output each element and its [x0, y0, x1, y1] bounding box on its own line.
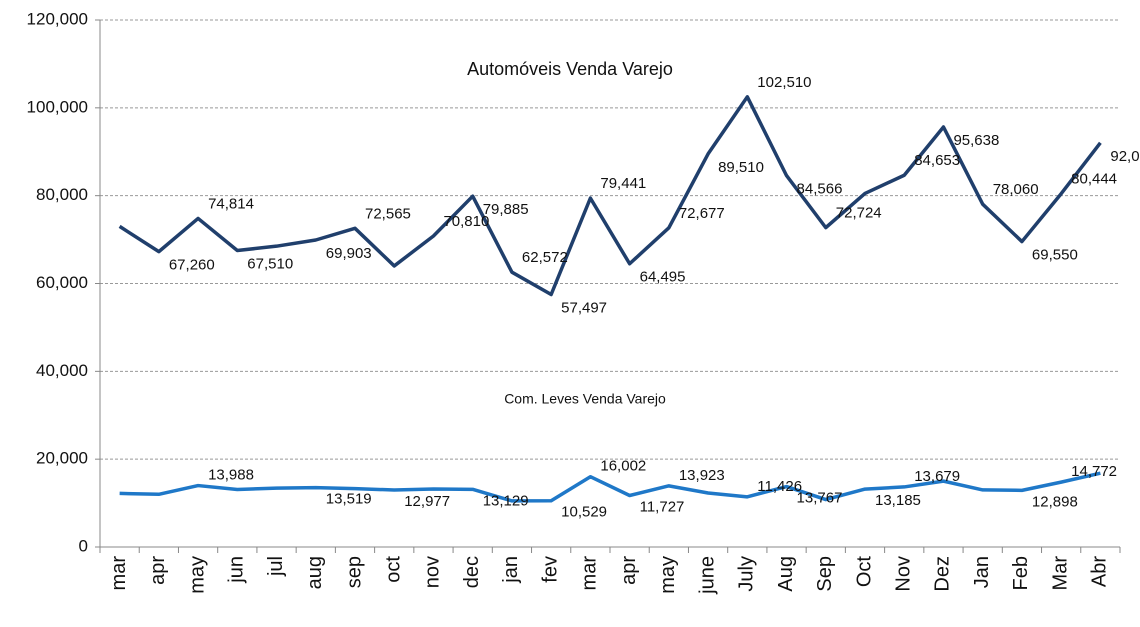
data-label: 67,260 — [169, 257, 215, 274]
data-label: 10,529 — [561, 504, 607, 521]
y-tick-label: 60,000 — [36, 273, 88, 292]
x-tick-label: oct — [383, 556, 405, 583]
x-tick-label: sep — [343, 556, 365, 588]
data-label: 70,810 — [443, 213, 489, 230]
data-label: 80,444 — [1071, 171, 1117, 188]
data-label: 13,767 — [797, 490, 843, 507]
x-tick-label: Nov — [893, 556, 915, 592]
y-tick-label: 80,000 — [36, 185, 88, 204]
y-tick-label: 100,000 — [27, 97, 88, 116]
x-tick-label: may — [186, 556, 208, 594]
data-label: 12,977 — [404, 493, 450, 510]
data-label: 102,510 — [757, 74, 811, 91]
y-tick-label: 40,000 — [36, 361, 88, 380]
x-tick-label: mar — [579, 556, 601, 591]
x-tick-label: Mar — [1049, 556, 1071, 591]
x-tick-label: Dez — [932, 556, 954, 592]
x-tick-label: Oct — [853, 556, 875, 588]
data-label: 92,028 — [1110, 148, 1140, 165]
data-label: 11,426 — [757, 478, 802, 495]
data-label: 12,898 — [1032, 493, 1078, 510]
x-tick-label: Abr — [1089, 556, 1111, 587]
x-tick-label: jun — [226, 556, 248, 584]
data-label: 64,495 — [640, 269, 686, 286]
series-line — [118, 95, 1102, 297]
x-tick-label: Jan — [971, 556, 993, 588]
data-label: 57,497 — [561, 299, 607, 316]
x-tick-label: aug — [304, 556, 326, 589]
data-label: 79,441 — [600, 175, 646, 192]
series-title: Automóveis Venda Varejo — [467, 59, 673, 79]
x-tick-label: mar — [108, 556, 130, 591]
data-label: 79,885 — [483, 201, 529, 218]
data-label: 67,510 — [247, 255, 293, 272]
x-tick-label: june — [696, 556, 718, 595]
data-label: 16,002 — [600, 458, 646, 475]
data-label: 74,814 — [208, 195, 254, 212]
data-label: 14,772 — [1071, 463, 1117, 480]
data-label: 72,677 — [679, 205, 725, 222]
x-tick-label: Aug — [775, 556, 797, 592]
x-tick-label: July — [736, 556, 758, 592]
x-tick-label: apr — [147, 556, 169, 585]
x-tick-label: jul — [265, 556, 287, 577]
x-tick-label: Sep — [814, 556, 836, 592]
y-tick-label: 0 — [79, 536, 88, 555]
data-label: 72,565 — [365, 205, 411, 222]
y-tick-label: 120,000 — [27, 9, 88, 28]
data-label: 13,129 — [483, 492, 529, 509]
data-label: 72,724 — [836, 205, 882, 222]
x-tick-label: apr — [618, 556, 640, 585]
data-label: 11,727 — [640, 498, 685, 515]
x-tick-label: may — [657, 556, 679, 594]
x-tick-label: nov — [422, 556, 444, 588]
data-label: 13,988 — [208, 467, 254, 484]
series-line — [119, 471, 1101, 503]
data-label: 13,679 — [914, 468, 960, 485]
data-label: 13,923 — [679, 467, 725, 484]
y-tick-label: 20,000 — [36, 449, 88, 468]
data-label: 13,519 — [326, 491, 372, 508]
data-label: 89,510 — [718, 159, 764, 176]
data-label: 13,185 — [875, 492, 921, 509]
data-label: 69,903 — [326, 245, 372, 262]
x-tick-label: dec — [461, 556, 483, 588]
data-label: 78,060 — [993, 181, 1039, 198]
x-tick-label: fev — [539, 556, 561, 583]
data-label: 95,638 — [953, 132, 999, 149]
data-label: 84,566 — [797, 181, 843, 198]
x-tick-label: jan — [500, 556, 522, 584]
series-title: Com. Leves Venda Varejo — [504, 391, 666, 407]
data-label: 69,550 — [1032, 247, 1078, 264]
x-tick-label: Feb — [1010, 556, 1032, 590]
data-label: 62,572 — [522, 249, 568, 266]
data-label: 84,653 — [914, 152, 960, 169]
